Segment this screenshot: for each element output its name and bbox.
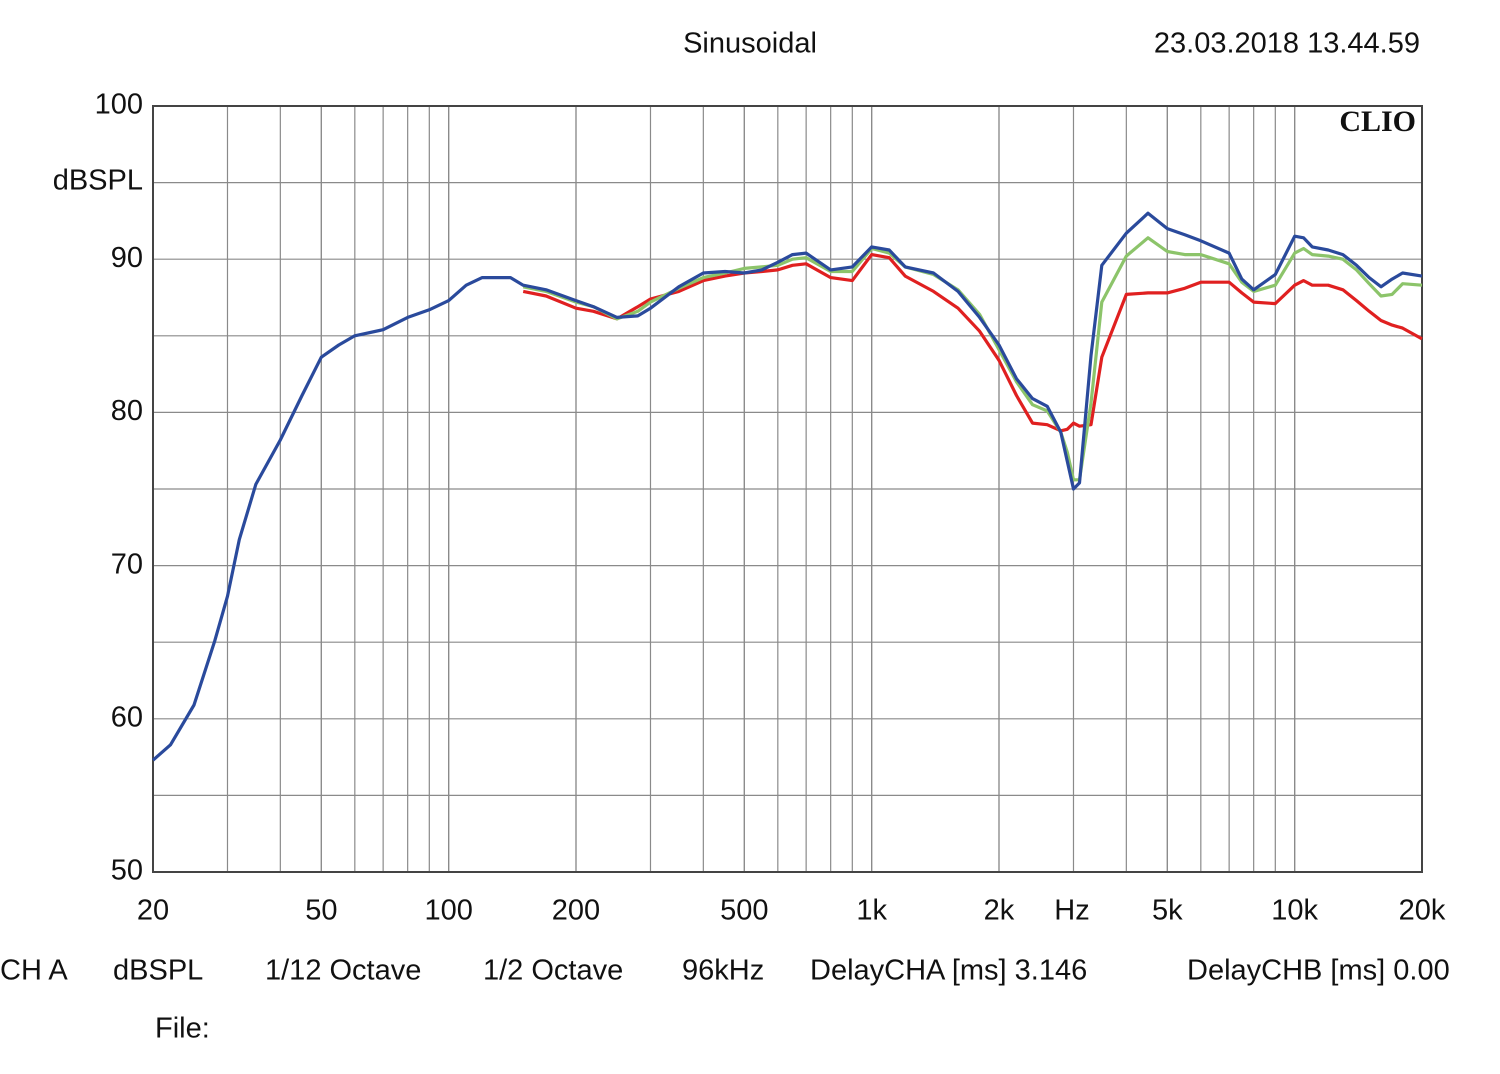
brand: CLIO xyxy=(1339,105,1416,138)
file-label: File: xyxy=(155,1013,210,1045)
y-tick-label: 60 xyxy=(111,701,143,733)
footer-label: DelayCHB [ms] 0.00 xyxy=(1187,955,1450,987)
y-tick-label: 70 xyxy=(111,548,143,580)
x-tick-label: 50 xyxy=(305,895,337,927)
series-line xyxy=(522,253,1423,433)
timestamp: 23.03.2018 13.44.59 xyxy=(1154,28,1420,60)
footer-label: 1/12 Octave xyxy=(265,955,421,987)
footer-label: CH A xyxy=(0,955,68,987)
y-tick-label: 90 xyxy=(111,242,143,274)
x-tick-label: 2k xyxy=(984,895,1015,927)
x-tick-label: 10k xyxy=(1271,895,1318,927)
series-line xyxy=(522,236,1423,482)
footer-label: 96kHz xyxy=(682,955,764,987)
x-tick-label: 1k xyxy=(856,895,887,927)
x-tick-label: 5k xyxy=(1152,895,1183,927)
x-axis-label: Hz xyxy=(1054,895,1089,927)
chart-title: Sinusoidal xyxy=(683,28,817,60)
y-tick-label: 50 xyxy=(111,855,143,887)
footer-label: 1/2 Octave xyxy=(483,955,623,987)
x-tick-label: 20k xyxy=(1399,895,1446,927)
x-tick-label: 20 xyxy=(137,895,169,927)
x-tick-label: 500 xyxy=(720,895,768,927)
x-tick-label: 100 xyxy=(424,895,472,927)
y-axis-label: dBSPL xyxy=(53,165,143,197)
footer-label: dBSPL xyxy=(113,955,203,987)
footer-label: DelayCHA [ms] 3.146 xyxy=(810,955,1087,987)
y-tick-label: 100 xyxy=(95,89,143,121)
y-tick-label: 80 xyxy=(111,395,143,427)
series-line xyxy=(151,211,1423,762)
plot-frame xyxy=(152,105,1423,873)
x-tick-label: 200 xyxy=(552,895,600,927)
